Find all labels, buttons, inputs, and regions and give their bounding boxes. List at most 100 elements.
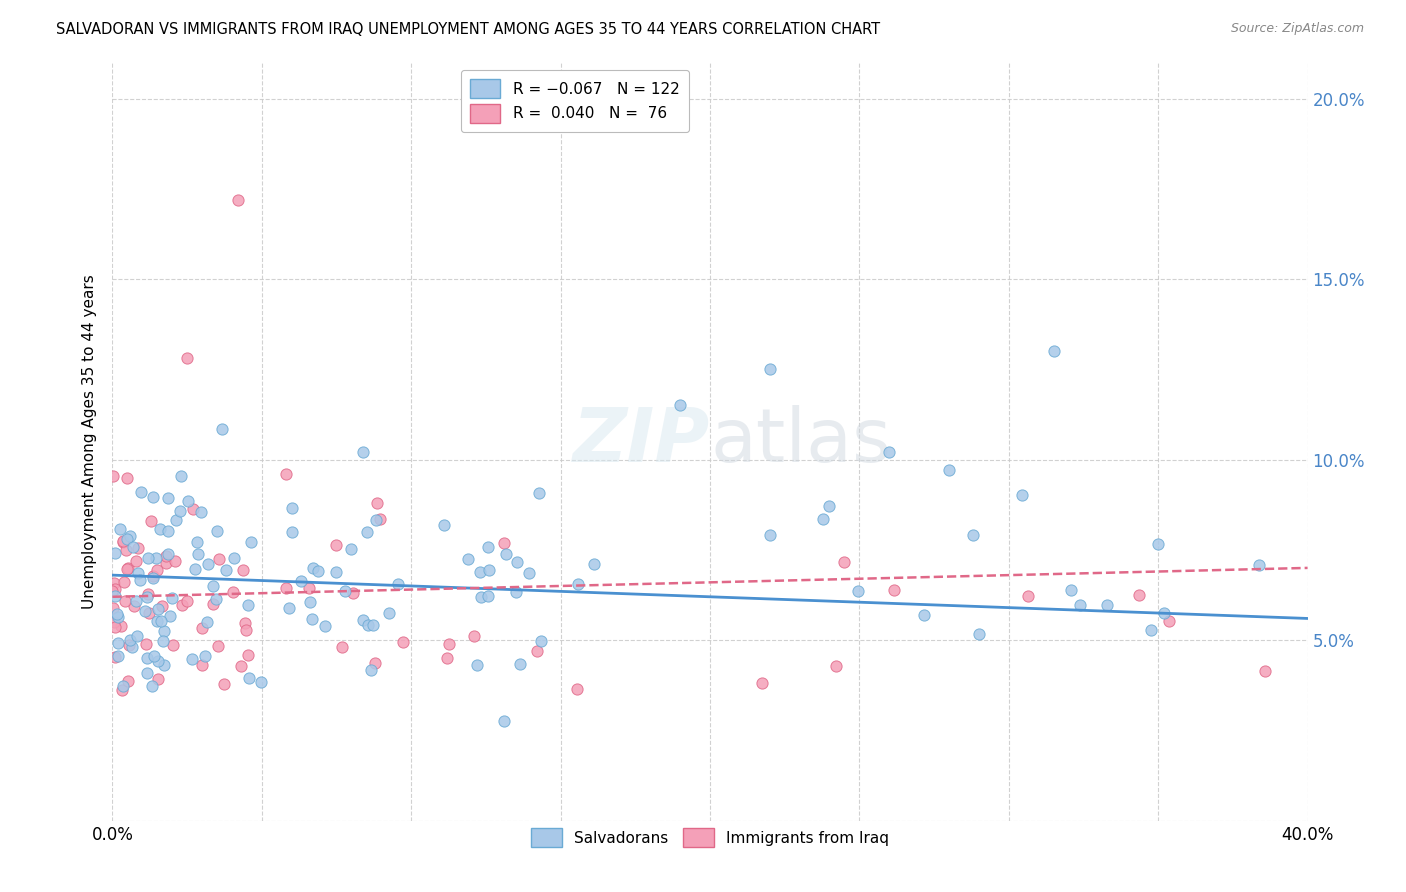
Point (366, 513, 388, 527)
Point (912, 607, 935, 622)
Point (141, 571, 163, 585)
Point (207, 640, 229, 654)
Text: Source: ZipAtlas.com: Source: ZipAtlas.com (1230, 22, 1364, 36)
Point (290, 574, 312, 588)
Point (165, 513, 187, 527)
Point (114, 594, 136, 608)
Point (118, 638, 141, 652)
Point (135, 651, 157, 665)
Point (325, 538, 347, 552)
Point (224, 551, 246, 566)
Point (387, 577, 409, 591)
Point (240, 535, 263, 549)
Point (104, 620, 127, 634)
Point (105, 607, 128, 622)
Point (129, 484, 152, 499)
Point (457, 552, 479, 566)
Point (176, 594, 198, 608)
Point (107, 635, 129, 649)
Point (565, 681, 588, 696)
Point (232, 563, 254, 577)
Point (112, 679, 135, 693)
Point (156, 547, 179, 561)
Point (159, 608, 181, 623)
Point (1147, 536, 1170, 550)
Point (340, 542, 363, 557)
Point (202, 597, 225, 611)
Point (146, 602, 169, 616)
Point (527, 486, 550, 500)
Point (1140, 624, 1163, 638)
Point (368, 512, 391, 526)
Point (848, 583, 870, 598)
Point (342, 586, 364, 600)
Point (202, 579, 225, 593)
Point (1060, 582, 1083, 597)
Point (212, 677, 235, 691)
Point (150, 599, 173, 614)
Point (938, 463, 960, 477)
Point (127, 566, 149, 581)
Point (135, 637, 157, 651)
Point (104, 590, 127, 604)
Point (115, 543, 138, 558)
Point (1159, 614, 1181, 628)
Text: atlas: atlas (710, 405, 891, 478)
Point (758, 528, 780, 542)
Point (129, 573, 152, 587)
Point (146, 615, 169, 629)
Point (463, 629, 485, 643)
Point (111, 533, 134, 548)
Point (361, 617, 384, 632)
Point (117, 532, 139, 546)
Point (121, 640, 143, 655)
Point (583, 557, 606, 571)
Y-axis label: Unemployment Among Ages 35 to 44 years: Unemployment Among Ages 35 to 44 years (82, 274, 97, 609)
Point (298, 581, 321, 595)
Point (148, 672, 170, 686)
Point (155, 556, 177, 570)
Point (112, 574, 135, 589)
Point (125, 554, 148, 568)
Point (138, 606, 160, 620)
Point (146, 563, 169, 577)
Point (492, 714, 515, 729)
Point (465, 658, 488, 673)
Point (832, 555, 855, 569)
Point (125, 594, 148, 608)
Point (1247, 558, 1270, 573)
Text: ZIP: ZIP (572, 405, 710, 478)
Point (149, 522, 172, 536)
Point (352, 613, 374, 627)
Point (509, 657, 531, 672)
Point (187, 547, 209, 561)
Point (378, 606, 401, 620)
Point (1017, 589, 1039, 603)
Point (172, 598, 194, 612)
Point (101, 469, 124, 483)
Point (477, 540, 499, 554)
Point (433, 518, 456, 533)
Point (1128, 588, 1150, 602)
Point (495, 547, 517, 561)
Point (184, 562, 207, 576)
Point (238, 672, 260, 686)
Point (186, 535, 208, 549)
Point (170, 468, 193, 483)
Point (169, 504, 191, 518)
Point (122, 599, 145, 613)
Point (470, 590, 492, 604)
Point (478, 563, 501, 577)
Point (142, 569, 165, 583)
Point (250, 675, 273, 690)
Point (962, 528, 984, 542)
Point (117, 561, 139, 575)
Point (181, 501, 204, 516)
Point (104, 582, 127, 596)
Point (205, 592, 228, 607)
Point (364, 657, 387, 671)
Point (136, 550, 159, 565)
Point (191, 657, 214, 672)
Point (104, 649, 127, 664)
Point (325, 565, 347, 579)
